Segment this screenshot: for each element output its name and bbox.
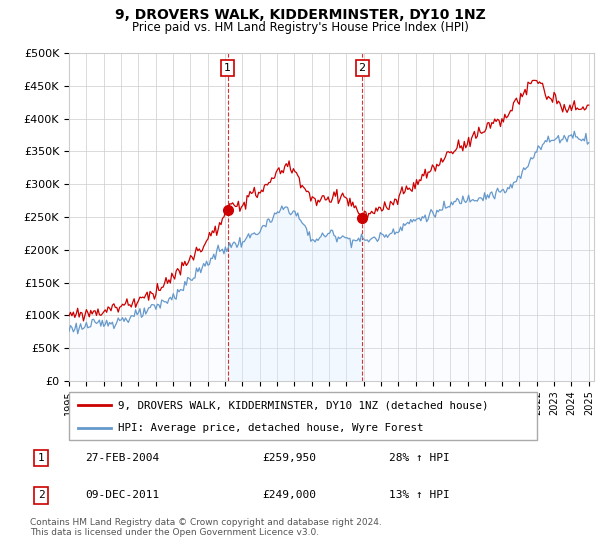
Text: 28% ↑ HPI: 28% ↑ HPI — [389, 453, 449, 463]
Text: 2: 2 — [38, 491, 44, 501]
Text: 1: 1 — [38, 453, 44, 463]
Text: 2: 2 — [359, 63, 366, 73]
Text: 09-DEC-2011: 09-DEC-2011 — [85, 491, 160, 501]
Text: 1: 1 — [224, 63, 231, 73]
Text: £259,950: £259,950 — [262, 453, 316, 463]
FancyBboxPatch shape — [69, 392, 537, 440]
Text: HPI: Average price, detached house, Wyre Forest: HPI: Average price, detached house, Wyre… — [118, 423, 424, 433]
Text: Price paid vs. HM Land Registry's House Price Index (HPI): Price paid vs. HM Land Registry's House … — [131, 21, 469, 34]
Text: 13% ↑ HPI: 13% ↑ HPI — [389, 491, 449, 501]
Text: Contains HM Land Registry data © Crown copyright and database right 2024.
This d: Contains HM Land Registry data © Crown c… — [30, 518, 382, 538]
Text: 9, DROVERS WALK, KIDDERMINSTER, DY10 1NZ (detached house): 9, DROVERS WALK, KIDDERMINSTER, DY10 1NZ… — [118, 400, 488, 410]
Text: 27-FEB-2004: 27-FEB-2004 — [85, 453, 160, 463]
Text: 9, DROVERS WALK, KIDDERMINSTER, DY10 1NZ: 9, DROVERS WALK, KIDDERMINSTER, DY10 1NZ — [115, 8, 485, 22]
Text: £249,000: £249,000 — [262, 491, 316, 501]
